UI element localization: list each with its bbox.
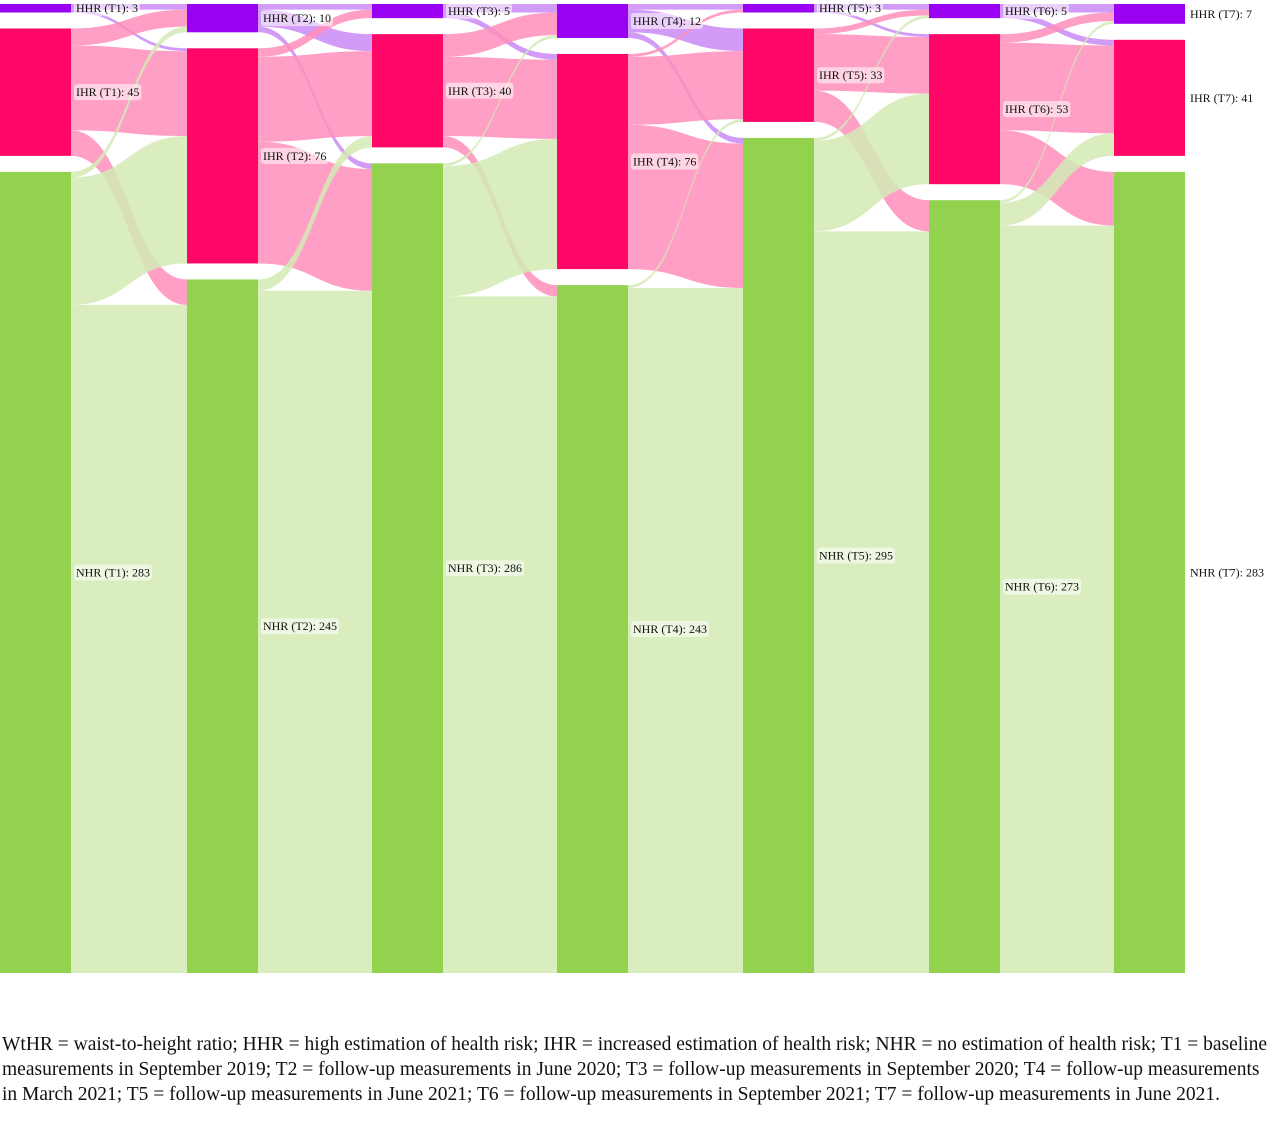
- node-hhr-t2: [187, 4, 258, 33]
- flow-ihr-t4-to-nhr-t5: [628, 124, 743, 288]
- node-nhr-t3: [372, 163, 443, 973]
- node-ihr-t6: [929, 34, 1000, 185]
- node-ihr-t4: [557, 53, 628, 270]
- node-label-backdrop: [631, 12, 703, 29]
- node-ihr-t7: [1114, 39, 1185, 156]
- flow-nhr-t4-to-ihr-t5: [628, 119, 743, 288]
- node-label-backdrop: [1188, 564, 1266, 581]
- node-label-hhr-t6: HHR (T6): 5: [1005, 4, 1067, 18]
- node-ihr-t2: [187, 48, 258, 264]
- node-label-backdrop: [817, 0, 883, 17]
- flow-nhr-t3-to-hhr-t4: [443, 35, 557, 167]
- flow-nhr-t5-to-nhr-t6: [814, 231, 929, 973]
- node-hhr-t3: [372, 4, 443, 19]
- flow-ihr-t5-to-ihr-t6: [814, 34, 929, 94]
- node-label-backdrop: [631, 153, 699, 170]
- sankey-diagram: HHR (T1): 3 IHR (T1): 45 NHR (T1): 283 HHR …: [0, 0, 1266, 973]
- flow-hhr-t2-to-hhr-t3: [258, 4, 372, 10]
- node-label-hhr-t1: HHR (T1): 3: [76, 1, 138, 15]
- node-nhr-t5: [743, 137, 814, 973]
- node-ihr-t3: [372, 34, 443, 148]
- flow-nhr-t3-to-nhr-t4: [443, 296, 557, 973]
- node-label-ihr-t7: IHR (T7): 41: [1190, 91, 1253, 105]
- flow-ihr-t1-to-hhr-t2: [71, 9, 187, 46]
- flow-ihr-t6-to-ihr-t7: [1000, 42, 1114, 134]
- node-label-backdrop: [1003, 101, 1071, 118]
- node-label-backdrop: [1188, 89, 1256, 106]
- flow-nhr-t1-to-nhr-t2: [71, 304, 187, 973]
- node-label-hhr-t3: HHR (T3): 5: [448, 4, 510, 18]
- node-label-ihr-t2: IHR (T2): 76: [263, 149, 326, 163]
- node-label-backdrop: [1003, 3, 1069, 20]
- node-label-nhr-t6: NHR (T6): 273: [1005, 580, 1079, 594]
- node-label-backdrop: [446, 560, 524, 577]
- node-label-ihr-t4: IHR (T4): 76: [633, 155, 696, 169]
- flow-ihr-t5-to-hhr-t6: [814, 9, 929, 35]
- node-nhr-t6: [929, 200, 1000, 973]
- node-label-ihr-t6: IHR (T6): 53: [1005, 102, 1068, 116]
- node-hhr-t4: [557, 4, 628, 38]
- labels-layer: HHR (T1): 3 IHR (T1): 45 NHR (T1): 283 HHR …: [74, 0, 1266, 638]
- node-label-nhr-t1: NHR (T1): 283: [76, 565, 150, 579]
- node-label-nhr-t3: NHR (T3): 286: [448, 561, 522, 575]
- node-label-hhr-t4: HHR (T4): 12: [633, 14, 701, 28]
- node-label-nhr-t4: NHR (T4): 243: [633, 622, 707, 636]
- node-ihr-t5: [743, 28, 814, 122]
- node-label-hhr-t7: HHR (T7): 7: [1190, 7, 1252, 21]
- flow-ihr-t3-to-hhr-t4: [443, 12, 557, 57]
- flow-ihr-t2-to-hhr-t3: [258, 9, 372, 57]
- node-label-backdrop: [817, 547, 895, 564]
- flow-nhr-t1-to-ihr-t2: [71, 136, 187, 305]
- flow-nhr-t1-to-hhr-t2: [71, 26, 187, 178]
- node-nhr-t2: [187, 279, 258, 973]
- node-hhr-t7: [1114, 4, 1185, 24]
- flow-ihr-t6-to-hhr-t7: [1000, 12, 1114, 43]
- node-label-backdrop: [446, 82, 514, 99]
- node-label-ihr-t1: IHR (T1): 45: [76, 85, 139, 99]
- node-label-backdrop: [261, 618, 339, 635]
- figure-caption: WtHR = waist-to-height ratio; HHR = high…: [2, 1034, 1268, 1105]
- flow-nhr-t5-to-ihr-t6: [814, 93, 929, 232]
- flow-nhr-t6-to-ihr-t7: [1000, 133, 1114, 226]
- node-hhr-t5: [743, 4, 814, 13]
- node-label-nhr-t7: NHR (T7): 283: [1190, 565, 1264, 579]
- node-label-backdrop: [74, 564, 152, 581]
- node-label-backdrop: [74, 0, 140, 17]
- node-label-backdrop: [1003, 578, 1081, 595]
- flow-ihr-t4-to-hhr-t5: [628, 9, 743, 57]
- flow-hhr-t4-to-hhr-t5: [628, 4, 743, 10]
- node-label-backdrop: [446, 3, 512, 20]
- flow-ihr-t4-to-ihr-t5: [628, 51, 743, 125]
- nodes-layer: [0, 4, 1185, 973]
- flow-nhr-t6-to-nhr-t7: [1000, 225, 1114, 973]
- node-nhr-t7: [1114, 171, 1185, 973]
- node-label-backdrop: [631, 621, 709, 638]
- node-label-ihr-t3: IHR (T3): 40: [448, 84, 511, 98]
- node-label-backdrop: [74, 84, 142, 101]
- node-label-nhr-t2: NHR (T2): 245: [263, 619, 337, 633]
- node-label-backdrop: [261, 10, 333, 27]
- flow-nhr-t2-to-ihr-t3: [258, 136, 372, 291]
- node-nhr-t1: [0, 171, 71, 973]
- node-ihr-t1: [0, 28, 71, 156]
- node-label-ihr-t5: IHR (T5): 33: [819, 68, 882, 82]
- node-label-backdrop: [261, 147, 329, 164]
- node-label-backdrop: [1188, 5, 1254, 22]
- node-label-nhr-t5: NHR (T5): 295: [819, 548, 893, 562]
- node-label-backdrop: [817, 67, 885, 84]
- node-nhr-t4: [557, 285, 628, 973]
- node-hhr-t1: [0, 4, 71, 13]
- node-label-hhr-t5: HHR (T5): 3: [819, 1, 881, 15]
- flow-nhr-t3-to-ihr-t4: [443, 138, 557, 297]
- node-label-hhr-t2: HHR (T2): 10: [263, 11, 331, 25]
- flow-ihr-t2-to-ihr-t3: [258, 51, 372, 142]
- node-hhr-t6: [929, 4, 1000, 19]
